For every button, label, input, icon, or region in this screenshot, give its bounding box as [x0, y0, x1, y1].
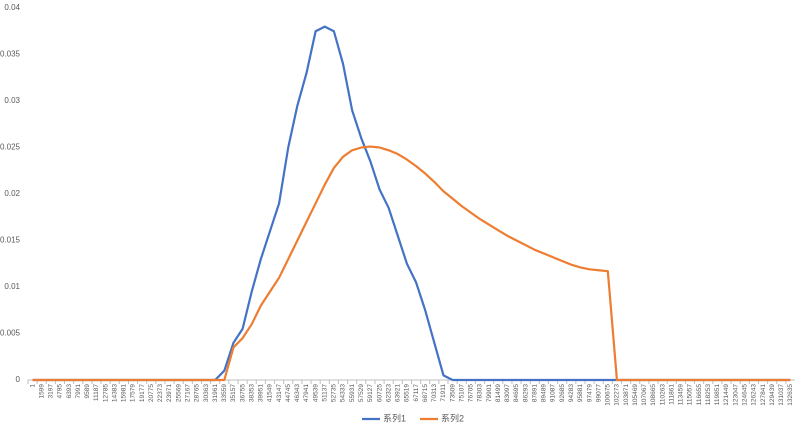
x-tick-label: 119851: [714, 384, 721, 406]
x-tick-label: 1599: [38, 384, 45, 399]
x-tick-label: 110263: [659, 384, 666, 406]
x-tick-label: 83097: [504, 384, 511, 402]
x-tick-label: 27167: [185, 384, 192, 402]
x-tick-label: 129439: [769, 384, 776, 406]
y-tick-label: 0.01: [4, 282, 20, 291]
x-tick-label: 67117: [413, 384, 420, 402]
x-tick-label: 111861: [668, 384, 675, 405]
x-tick-label: 87891: [531, 384, 538, 402]
x-tick-label: 39951: [258, 384, 265, 402]
x-tick-label: 81499: [495, 384, 502, 402]
y-tick-label: 0.035: [0, 50, 21, 59]
x-tick-label: 52735: [331, 384, 338, 402]
x-tick-label: 35157: [230, 384, 237, 402]
x-tick-label: 124645: [741, 384, 748, 406]
x-tick-label: 49539: [312, 384, 319, 402]
x-tick-label: 127841: [760, 384, 767, 406]
x-tick-label: 75107: [458, 384, 465, 402]
x-tick-label: 86293: [522, 384, 529, 402]
x-tick-label: 68715: [422, 384, 429, 402]
x-tick-label: 7991: [75, 384, 82, 399]
x-tick-label: 12785: [102, 384, 109, 402]
x-tick-label: 11187: [93, 384, 100, 401]
x-tick-label: 95881: [577, 384, 584, 402]
legend-label: 系列1: [383, 412, 406, 423]
x-tick-label: 31961: [212, 384, 219, 402]
x-tick-label: 118253: [705, 384, 712, 406]
x-tick-label: 105469: [632, 384, 639, 406]
x-tick-label: 99077: [595, 384, 602, 402]
x-tick-label: 84695: [513, 384, 520, 402]
x-tick-label: 28765: [194, 384, 201, 402]
x-tick-label: 91087: [550, 384, 557, 402]
y-tick-label: 0.025: [0, 143, 21, 152]
y-tick-label: 0.04: [4, 3, 20, 12]
x-tick-label: 62323: [385, 384, 392, 402]
x-tick-label: 94283: [568, 384, 575, 402]
x-tick-label: 1: [29, 384, 36, 388]
x-tick-label: 55931: [349, 384, 356, 402]
x-tick-label: 57529: [358, 384, 365, 402]
x-tick-label: 79901: [486, 384, 493, 402]
x-tick-label: 108665: [650, 384, 657, 406]
x-tick-label: 123047: [732, 384, 739, 406]
x-tick-label: 9589: [84, 384, 91, 399]
x-tick-label: 76705: [468, 384, 475, 402]
x-tick-label: 43147: [276, 384, 283, 402]
x-tick-label: 46343: [294, 384, 301, 402]
y-tick-label: 0.02: [4, 189, 20, 198]
x-tick-label: 70313: [431, 384, 438, 402]
x-tick-label: 102273: [614, 384, 621, 406]
x-tick-label: 115057: [687, 384, 694, 406]
x-tick-label: 63921: [395, 384, 402, 402]
x-tick-label: 19177: [139, 384, 146, 402]
x-tick-label: 100675: [605, 384, 612, 406]
x-tick-label: 20775: [148, 384, 155, 402]
legend-label: 系列2: [441, 412, 464, 423]
x-tick-label: 33559: [221, 384, 228, 402]
x-tick-label: 126243: [751, 384, 758, 406]
x-tick-label: 4795: [57, 384, 64, 399]
x-tick-label: 38353: [248, 384, 255, 402]
x-tick-label: 97479: [586, 384, 593, 402]
x-tick-label: 59127: [367, 384, 374, 402]
x-tick-label: 14383: [111, 384, 118, 402]
series-line: [32, 145, 791, 382]
x-tick-label: 25569: [175, 384, 182, 402]
x-tick-label: 103871: [623, 384, 630, 406]
x-tick-label: 22373: [157, 384, 164, 402]
x-tick-label: 6393: [66, 384, 73, 399]
x-tick-label: 107067: [641, 384, 648, 406]
x-tick-label: 92685: [559, 384, 566, 402]
series-line: [32, 25, 791, 382]
x-tick-label: 3197: [48, 384, 55, 399]
x-tick-label: 51137: [321, 384, 328, 402]
x-tick-label: 17579: [130, 384, 137, 402]
x-tick-label: 89489: [541, 384, 548, 402]
x-tick-label: 65519: [404, 384, 411, 402]
x-tick-label: 113459: [678, 384, 685, 406]
x-tick-label: 23971: [166, 384, 173, 402]
x-tick-label: 132635: [787, 384, 794, 406]
x-tick-label: 47941: [303, 384, 310, 402]
x-tick-label: 15981: [121, 384, 128, 402]
x-tick-label: 78303: [477, 384, 484, 402]
x-tick-label: 73509: [449, 384, 456, 402]
x-tick-label: 116655: [696, 384, 703, 406]
x-tick-label: 71911: [440, 384, 447, 402]
x-tick-label: 30363: [203, 384, 210, 402]
x-tick-label: 60725: [376, 384, 383, 402]
y-tick-label: 0: [16, 375, 21, 384]
x-tick-label: 41549: [267, 384, 274, 402]
x-tick-label: 44745: [285, 384, 292, 402]
x-tick-label: 121449: [723, 384, 730, 406]
x-tick-label: 36755: [239, 384, 246, 402]
x-tick-label: 131037: [778, 384, 785, 406]
y-tick-label: 0.03: [4, 96, 20, 105]
y-tick-label: 0.015: [0, 236, 21, 245]
x-tick-label: 54333: [340, 384, 347, 402]
y-tick-label: 0.005: [0, 329, 21, 338]
